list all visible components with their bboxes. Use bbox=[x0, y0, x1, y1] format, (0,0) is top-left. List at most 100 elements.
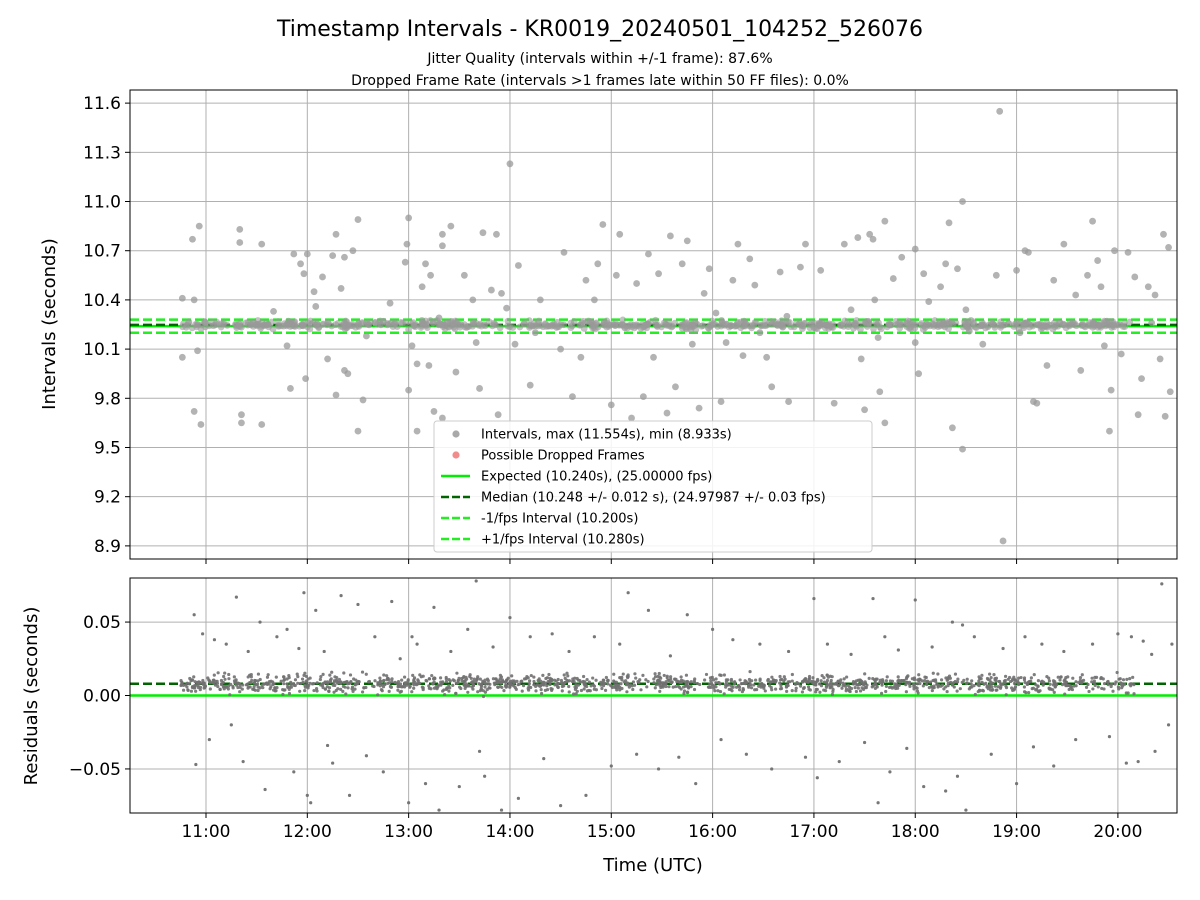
intervals-data-point bbox=[582, 276, 590, 284]
residuals-band-point bbox=[1029, 679, 1033, 683]
intervals-data-point bbox=[881, 217, 889, 225]
residuals-band-point bbox=[585, 677, 589, 682]
residuals-band-point bbox=[439, 680, 443, 684]
residuals-band-point bbox=[708, 682, 712, 686]
residuals-x-ticks: 11:00 12:00 13:00 14:00 15:00 16:00 17:00 18:00… bbox=[181, 813, 1142, 842]
intervals-data-point bbox=[476, 385, 483, 392]
residuals-band-point bbox=[633, 683, 637, 687]
intervals-data-point bbox=[621, 324, 629, 332]
residuals-band-point bbox=[908, 684, 912, 688]
intervals-band-point bbox=[1059, 321, 1067, 329]
residuals-data-point bbox=[410, 635, 414, 639]
intervals-data-point bbox=[493, 230, 500, 238]
intervals-data-point bbox=[341, 253, 348, 261]
residuals-band-point bbox=[955, 689, 959, 693]
intervals-band-point bbox=[453, 319, 461, 326]
residuals-data-point bbox=[1040, 642, 1044, 646]
intervals-data-point bbox=[469, 296, 477, 304]
residuals-band-point bbox=[998, 679, 1002, 684]
residuals-band-point bbox=[1093, 683, 1097, 687]
intervals-band-point bbox=[977, 322, 985, 329]
residuals-band-point bbox=[608, 683, 613, 687]
residuals-x-tick-label: 12:00 bbox=[283, 822, 332, 842]
intervals-band-point bbox=[614, 321, 622, 329]
residuals-band-point bbox=[527, 681, 531, 686]
residuals-band-point bbox=[545, 684, 549, 688]
intervals-y-tick-label: 9.5 bbox=[94, 438, 121, 458]
residuals-band-point bbox=[1041, 683, 1045, 687]
intervals-y-axis-label: Intervals (seconds) bbox=[39, 238, 60, 410]
residuals-data-point bbox=[1014, 782, 1019, 786]
intervals-band-point bbox=[683, 325, 691, 333]
residuals-band-point bbox=[341, 689, 345, 693]
residuals-data-point bbox=[685, 613, 689, 617]
residuals-band-point bbox=[430, 673, 434, 678]
intervals-data-point bbox=[460, 271, 468, 279]
residuals-band-point bbox=[354, 678, 358, 682]
intervals-data-point bbox=[1084, 271, 1091, 279]
residuals-band-point bbox=[505, 678, 509, 682]
intervals-data-point bbox=[332, 230, 340, 238]
intervals-data-point bbox=[639, 393, 647, 401]
intervals-data-point bbox=[379, 317, 387, 325]
intervals-data-point bbox=[1097, 283, 1105, 291]
residuals-band-point bbox=[662, 673, 666, 678]
intervals-data-point bbox=[297, 260, 304, 268]
residuals-band-point bbox=[1090, 676, 1094, 680]
residuals-band-point bbox=[822, 676, 826, 680]
residuals-x-tick-label: 17:00 bbox=[789, 822, 838, 842]
intervals-band-point bbox=[816, 322, 824, 330]
residuals-band-point bbox=[1066, 683, 1070, 688]
residuals-band-point bbox=[1132, 683, 1136, 687]
legend-label: +1/fps Interval (10.280s) bbox=[481, 533, 645, 548]
residuals-band-point bbox=[495, 680, 499, 684]
intervals-data-point bbox=[678, 260, 686, 268]
residuals-y-tick-label: 0.00 bbox=[83, 687, 121, 707]
residuals-band-point bbox=[248, 680, 252, 685]
residuals-band-point bbox=[1036, 679, 1041, 683]
residuals-band-point bbox=[778, 674, 782, 679]
intervals-data-point bbox=[310, 288, 318, 296]
residuals-band-point bbox=[1016, 679, 1020, 683]
residuals-band-point bbox=[396, 680, 401, 684]
residuals-band-point bbox=[1120, 683, 1124, 687]
intervals-data-point bbox=[925, 298, 933, 305]
residuals-data-point bbox=[314, 608, 318, 612]
intervals-band-point bbox=[836, 321, 844, 329]
intervals-data-point bbox=[238, 411, 245, 419]
residuals-band-point bbox=[918, 681, 922, 686]
residuals-band-point bbox=[521, 684, 526, 688]
residuals-band-point bbox=[471, 682, 475, 687]
residuals-band-point bbox=[357, 680, 361, 684]
residuals-band-point bbox=[208, 687, 212, 691]
intervals-band-point bbox=[585, 317, 593, 325]
residuals-band-point bbox=[1109, 684, 1113, 689]
residuals-band-point bbox=[863, 672, 867, 676]
residuals-band-point bbox=[603, 688, 608, 692]
residuals-data-point bbox=[491, 645, 495, 649]
residuals-band-point bbox=[995, 688, 999, 692]
intervals-data-point bbox=[1124, 248, 1132, 256]
residuals-band-point bbox=[1058, 678, 1062, 682]
intervals-band-point bbox=[262, 320, 270, 328]
intervals-data-point bbox=[746, 255, 754, 263]
residuals-band-point bbox=[619, 676, 623, 680]
intervals-data-point bbox=[515, 262, 522, 269]
residuals-band-point bbox=[1131, 675, 1135, 679]
residuals-band-point bbox=[890, 686, 894, 690]
intervals-data-point bbox=[869, 235, 877, 243]
residuals-band-point bbox=[194, 683, 198, 688]
intervals-band-point bbox=[1019, 319, 1027, 327]
residuals-band-point bbox=[253, 688, 257, 692]
residuals-band-point bbox=[774, 687, 778, 691]
intervals-data-point bbox=[427, 271, 434, 279]
residuals-band-point bbox=[438, 676, 443, 680]
intervals-band-point bbox=[733, 319, 741, 327]
residuals-band-point bbox=[382, 673, 386, 677]
residuals-band-point bbox=[1080, 673, 1084, 677]
intervals-data-point bbox=[705, 265, 713, 273]
residuals-band-point bbox=[907, 682, 911, 686]
residuals-data-point bbox=[483, 774, 487, 778]
residuals-band-point bbox=[630, 684, 634, 688]
residuals-band-point bbox=[282, 682, 286, 686]
